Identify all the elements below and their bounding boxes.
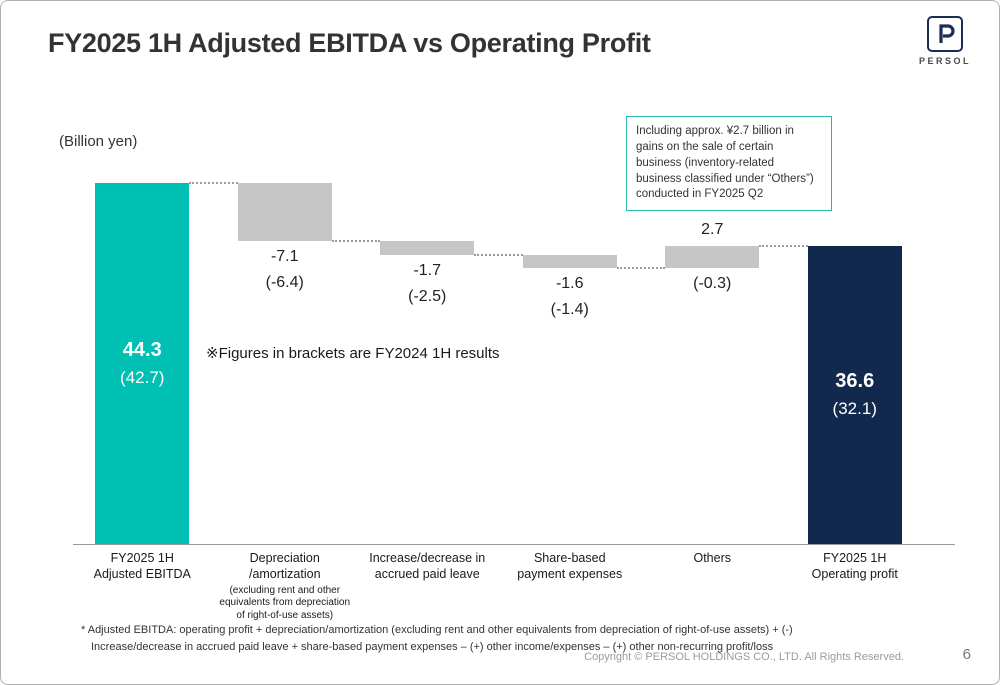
waterfall-connector-3 <box>616 266 666 269</box>
persol-logo-icon <box>927 16 963 52</box>
waterfall-connector-2 <box>474 253 523 256</box>
bar-prior-label: (-2.5) <box>408 287 447 305</box>
page-number: 6 <box>962 646 971 663</box>
category-label-text: Increase/decrease in accrued paid leave <box>369 551 486 582</box>
category-label-text: Others <box>693 551 731 565</box>
brackets-note: ※Figures in brackets are FY2024 1H resul… <box>206 345 500 362</box>
bar-value-label: 44.3 <box>122 338 162 361</box>
bar-value-label: -7.1 <box>270 247 299 265</box>
category-sublabel-text: (excluding rent and other equivalents fr… <box>219 584 351 621</box>
persol-p-glyph <box>939 24 955 43</box>
bar-value-label: 2.7 <box>701 220 724 238</box>
bar-value-label: -1.6 <box>555 274 584 292</box>
category-label-text: Depreciation /amortization <box>248 551 321 582</box>
waterfall-bar-adjusted-ebitda <box>95 182 190 544</box>
bar-prior-label: (42.7) <box>120 367 165 387</box>
bar-prior-label: (-0.3) <box>693 274 732 292</box>
waterfall-bar-share-based-payment <box>522 254 617 268</box>
footnote-line-2: Increase/decrease in accrued paid leave … <box>91 641 774 654</box>
bar-prior-label: (32.1) <box>832 399 877 419</box>
bar-value-label: 36.6 <box>835 370 875 393</box>
copyright: Copyright © PERSOL HOLDINGS CO., LTD. Al… <box>584 651 904 663</box>
category-label-accrued-paid-leave: Increase/decrease in accrued paid leave <box>356 550 499 622</box>
bar-prior-label: (-6.4) <box>265 273 304 291</box>
page-title: FY2025 1H Adjusted EBITDA vs Operating P… <box>48 28 651 58</box>
persol-logo: PERSOL <box>917 16 973 66</box>
category-label-share-based-payment: Share-based payment expenses <box>499 550 642 622</box>
bar-prior-label: (-1.4) <box>550 300 589 318</box>
category-label-depreciation-amortization: Depreciation /amortization (excluding ren… <box>214 550 357 622</box>
bar-labels-adjusted-ebitda: 44.3 (42.7) <box>95 183 189 544</box>
persol-logo-text: PERSOL <box>918 56 971 66</box>
waterfall-connector-1 <box>331 239 381 242</box>
unit-label: (Billion yen) <box>59 133 138 150</box>
category-label-text: Share-based payment expenses <box>517 551 623 582</box>
waterfall-bar-others <box>665 245 760 268</box>
bar-value-label: -1.7 <box>413 261 442 279</box>
category-label-adjusted-ebitda: FY2025 1H Adjusted EBITDA <box>71 550 214 622</box>
waterfall-bar-operating-profit <box>807 245 902 544</box>
category-labels-row: FY2025 1H Adjusted EBITDA Depreciation /a… <box>71 550 926 622</box>
waterfall-connector-0 <box>189 181 238 184</box>
bar-labels-operating-profit: 36.6 (32.1) <box>808 246 902 544</box>
waterfall-bar-accrued-paid-leave <box>380 240 475 255</box>
category-label-text: FY2025 1H Adjusted EBITDA <box>93 551 191 582</box>
x-axis-line <box>73 544 955 545</box>
footnote: * Adjusted EBITDA: operating profit + de… <box>81 622 793 656</box>
category-label-text: FY2025 1H Operating profit <box>811 551 898 582</box>
waterfall-bar-depreciation-amortization <box>237 182 332 241</box>
footnote-line-1: * Adjusted EBITDA: operating profit + de… <box>81 624 793 636</box>
category-label-operating-profit: FY2025 1H Operating profit <box>784 550 927 622</box>
category-label-others: Others <box>641 550 784 622</box>
waterfall-chart: 44.3 (42.7) -7.1 (-6.4) -1.7 (-2.5) -1.6 (-1.4)… <box>71 116 926 544</box>
waterfall-connector-4 <box>759 244 808 247</box>
annotation-box: Including approx. ¥2.7 billion in gains … <box>626 116 832 212</box>
